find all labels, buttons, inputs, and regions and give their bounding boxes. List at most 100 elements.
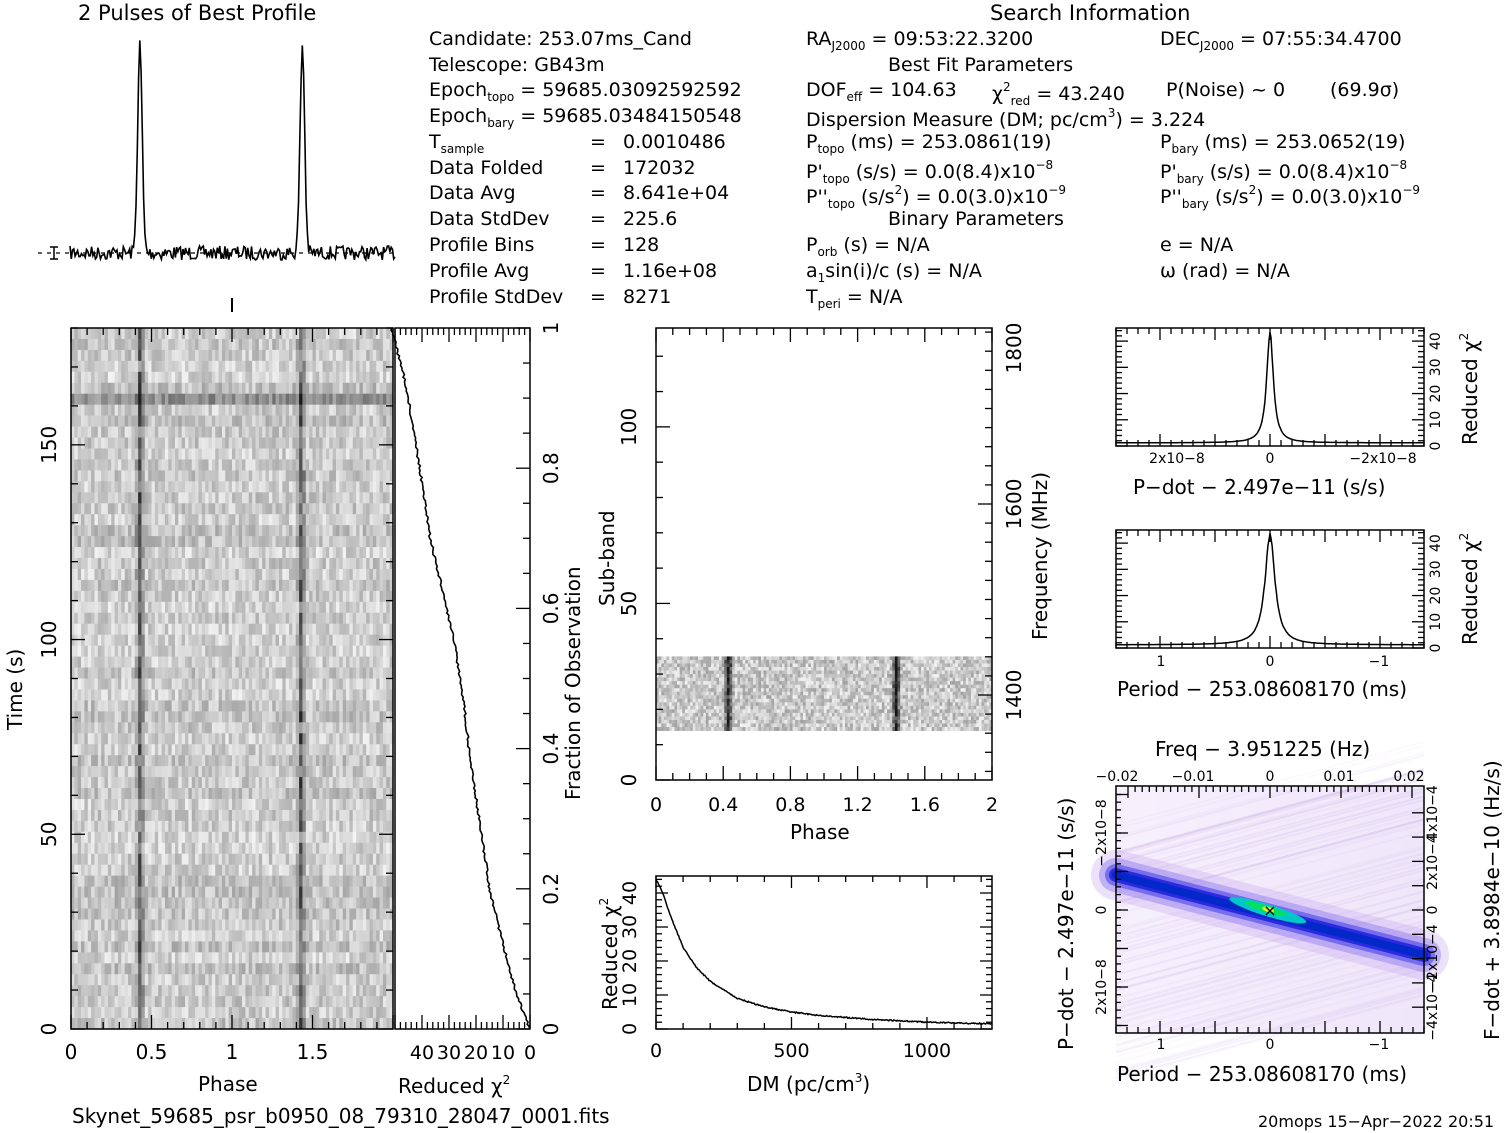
tp-cell	[171, 579, 176, 592]
tp-cell	[148, 689, 152, 701]
tp-cell	[379, 689, 384, 701]
tp-cell	[191, 437, 196, 449]
tp-cell	[114, 360, 119, 373]
tp-cell	[299, 788, 303, 800]
tp-cell	[292, 371, 297, 384]
tp-cell	[164, 590, 169, 603]
tp-cell	[305, 722, 310, 734]
tp-cell	[315, 470, 320, 482]
tp-cell	[372, 798, 377, 811]
tp-cell	[322, 470, 327, 482]
tp-cell	[268, 875, 273, 888]
tp-cell	[154, 328, 159, 340]
tp-cell	[362, 426, 367, 438]
tp-cell	[124, 645, 129, 657]
tp-cell	[309, 437, 313, 449]
tp-cell	[369, 820, 374, 833]
tp-cell	[101, 382, 105, 395]
tp-cell	[389, 503, 394, 515]
tp-cell	[369, 667, 374, 679]
tp-cell	[84, 645, 89, 657]
tp-cell	[356, 503, 360, 515]
tp-cell	[185, 338, 189, 351]
tp-cell	[372, 645, 377, 657]
tp-cell	[252, 481, 256, 493]
tp-cell	[265, 612, 270, 625]
tp-cell	[312, 525, 317, 537]
tp-cell	[74, 382, 79, 395]
tp-cell	[228, 579, 233, 592]
tp-cell	[94, 612, 99, 625]
tp-cell	[295, 470, 300, 482]
tp-cell	[195, 842, 199, 855]
tp-cell	[386, 788, 391, 800]
tp-cell	[372, 426, 377, 438]
tp-cell	[124, 744, 129, 756]
tp-cell	[275, 328, 280, 340]
tp-cell	[349, 382, 354, 395]
tp-cell	[154, 744, 159, 756]
tp-cell	[335, 788, 340, 800]
tp-cell	[221, 338, 226, 351]
tp-cell	[144, 820, 149, 833]
tp-cell	[221, 349, 226, 362]
tp-cell	[312, 437, 317, 449]
tp-cell	[128, 360, 132, 373]
tp-cell	[295, 590, 300, 603]
tp-cell	[319, 777, 323, 789]
tp-cell	[329, 601, 334, 614]
tp-cell	[74, 612, 79, 625]
tp-cell	[111, 689, 115, 701]
tp-cell	[144, 853, 149, 866]
tp-cell	[141, 831, 146, 844]
tp-cell	[171, 623, 176, 636]
tp-cell	[104, 525, 109, 537]
tp-cell	[289, 798, 293, 811]
tp-cell	[185, 448, 189, 460]
tp-cell	[191, 590, 196, 603]
tp-cell	[201, 809, 206, 822]
tp-cell	[295, 634, 300, 647]
tp-cell	[195, 426, 199, 438]
tp-cell	[128, 371, 132, 384]
tp-cell	[289, 853, 293, 866]
tp-cell	[232, 382, 236, 395]
tp-cell	[248, 503, 253, 515]
tp-cell	[356, 470, 360, 482]
tp-cell	[302, 809, 307, 822]
tp-cell	[84, 820, 89, 833]
tp-cell	[232, 371, 236, 384]
tp-cell	[148, 437, 152, 449]
tp-cell	[158, 809, 162, 822]
tp-cell	[151, 853, 156, 866]
tp-cell	[372, 777, 377, 789]
tp-cell	[161, 393, 166, 406]
tp-cell	[111, 579, 115, 592]
tp-cell	[369, 470, 374, 482]
tp-cell	[134, 393, 139, 406]
tp-cell	[154, 492, 159, 504]
tp-cell	[238, 623, 243, 636]
tp-cell	[151, 371, 156, 384]
tp-cell	[101, 492, 105, 504]
tp-cell	[205, 601, 209, 614]
tp-cell	[77, 744, 82, 756]
tp-cell	[94, 547, 99, 559]
tp-cell	[87, 514, 92, 526]
tp-cell	[275, 415, 280, 427]
tp-cell	[144, 426, 149, 438]
tp-cell	[117, 766, 122, 778]
tp-cell	[285, 645, 290, 657]
tp-cell	[171, 820, 176, 833]
tp-cell	[332, 558, 337, 570]
tp-cell	[252, 766, 256, 778]
tp-cell	[299, 875, 303, 888]
tp-cell	[242, 360, 246, 373]
tp-cell	[299, 338, 303, 351]
tp-cell	[309, 371, 313, 384]
tp-cell	[275, 360, 280, 373]
tp-cell	[366, 634, 370, 647]
tp-cell	[94, 842, 99, 855]
tp-cell	[158, 470, 162, 482]
tp-cell	[339, 492, 344, 504]
